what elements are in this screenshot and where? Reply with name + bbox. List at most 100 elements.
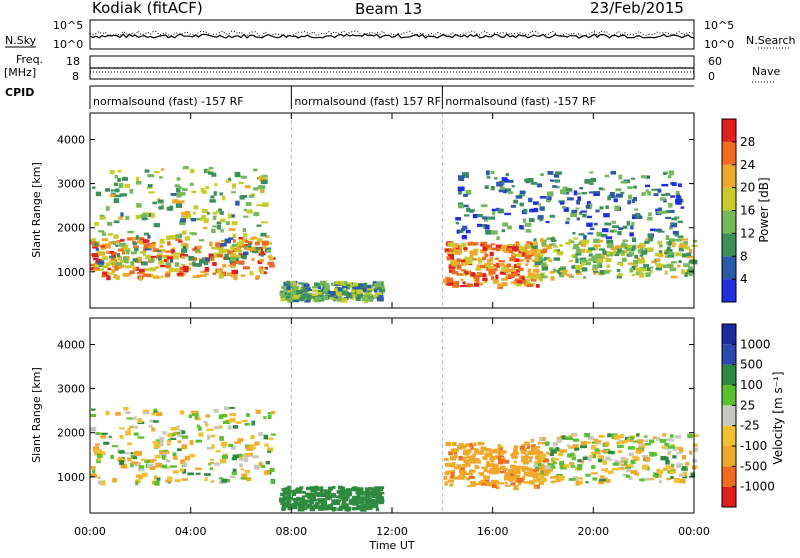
- scatter-cell: [457, 444, 463, 450]
- scatter-cell: [550, 449, 557, 453]
- scatter-cell: [96, 458, 101, 464]
- scatter-cell: [468, 256, 474, 260]
- scatter-cell: [474, 458, 480, 462]
- scatter-cell: [190, 410, 198, 414]
- scatter-cell: [594, 448, 600, 452]
- scatter-cell: [205, 414, 211, 418]
- nsearch-tick-bottom: 10^0: [704, 38, 734, 51]
- scatter-cell: [296, 290, 302, 295]
- scatter-cell: [661, 183, 669, 187]
- scatter-cell: [504, 472, 511, 477]
- scatter-cell: [178, 186, 182, 190]
- scatter-cell: [110, 454, 115, 459]
- scatter-cell: [342, 284, 348, 289]
- scatter-cell: [508, 478, 514, 482]
- scatter-cell: [683, 263, 690, 268]
- scatter-cell: [587, 232, 594, 235]
- scatter-cell: [117, 449, 122, 452]
- scatter-cell: [232, 239, 236, 243]
- scatter-cell: [477, 214, 483, 218]
- scatter-cell: [219, 250, 224, 253]
- scatter-cell: [659, 439, 667, 443]
- scatter-cell: [553, 257, 561, 261]
- scatter-cell: [491, 247, 498, 251]
- scatter-cell: [119, 193, 126, 197]
- scatter-cell: [240, 468, 245, 471]
- scatter-cell: [248, 243, 252, 248]
- scatter-cell: [598, 187, 603, 191]
- scatter-cell: [198, 432, 204, 437]
- scatter-cell: [525, 250, 530, 255]
- scatter-cell: [134, 451, 141, 456]
- scatter-cell: [541, 239, 548, 242]
- scatter-cell: [488, 449, 495, 454]
- scatter-cell: [634, 472, 639, 476]
- colorbar-tick-label: 1000: [740, 337, 771, 351]
- scatter-cell: [376, 488, 384, 492]
- scatter-cell: [616, 269, 621, 273]
- scatter-cell: [588, 258, 596, 262]
- scatter-cell: [196, 424, 200, 428]
- scatter-cell: [196, 245, 202, 250]
- scatter-cell: [454, 270, 459, 275]
- scatter-cell: [443, 476, 448, 480]
- scatter-cell: [576, 248, 581, 254]
- scatter-cell: [227, 425, 232, 430]
- scatter-cell: [221, 414, 228, 418]
- scatter-cell: [234, 441, 241, 444]
- scatter-cell: [670, 434, 674, 438]
- scatter-cell: [446, 277, 453, 283]
- scatter-cell: [589, 227, 595, 231]
- scatter-cell: [204, 473, 211, 476]
- scatter-cell: [569, 462, 575, 465]
- scatter-cell: [189, 440, 194, 446]
- scatter-cell: [260, 232, 267, 237]
- scatter-cell: [346, 495, 350, 499]
- scatter-cell: [578, 233, 585, 236]
- scatter-cell: [463, 444, 467, 449]
- scatter-cell: [374, 493, 382, 496]
- scatter-cell: [466, 477, 471, 481]
- scatter-cell: [117, 169, 122, 173]
- scatter-cell: [593, 438, 599, 441]
- scatter-cell: [542, 458, 549, 463]
- scatter-cell: [181, 212, 188, 216]
- scatter-cell: [175, 238, 182, 241]
- scatter-cell: [292, 290, 297, 296]
- scatter-cell: [168, 267, 173, 272]
- scatter-cell: [592, 264, 600, 269]
- scatter-cell: [110, 194, 117, 198]
- scatter-cell: [450, 257, 455, 260]
- scatter-cell: [662, 264, 670, 268]
- scatter-cell: [195, 217, 203, 221]
- scatter-cell: [452, 442, 457, 447]
- scatter-cell: [115, 244, 119, 248]
- scatter-cell: [255, 246, 260, 251]
- scatter-cell: [109, 260, 116, 264]
- scatter-cell: [612, 462, 619, 466]
- scatter-cell: [264, 266, 268, 270]
- scatter-cell: [579, 187, 584, 190]
- scatter-cell: [179, 468, 185, 472]
- scatter-cell: [134, 266, 139, 271]
- scatter-cell: [179, 266, 186, 271]
- scatter-cell: [266, 248, 272, 252]
- scatter-cell: [349, 498, 354, 502]
- scatter-cell: [539, 438, 543, 442]
- scatter-cell: [536, 449, 541, 453]
- scatter-cell: [655, 258, 661, 262]
- scatter-cell: [213, 425, 220, 430]
- colorbar-swatch: [722, 446, 736, 467]
- scatter-cell: [243, 215, 249, 218]
- scatter-cell: [566, 436, 572, 440]
- scatter-cell: [593, 271, 597, 275]
- scatter-cell: [556, 269, 560, 273]
- scatter-cell: [607, 450, 615, 455]
- scatter-cell: [631, 221, 635, 226]
- scatter-cell: [182, 273, 187, 276]
- scatter-cell: [98, 251, 103, 256]
- scatter-cell: [352, 286, 358, 290]
- scatter-cell: [216, 221, 222, 225]
- scatter-cell: [480, 241, 487, 246]
